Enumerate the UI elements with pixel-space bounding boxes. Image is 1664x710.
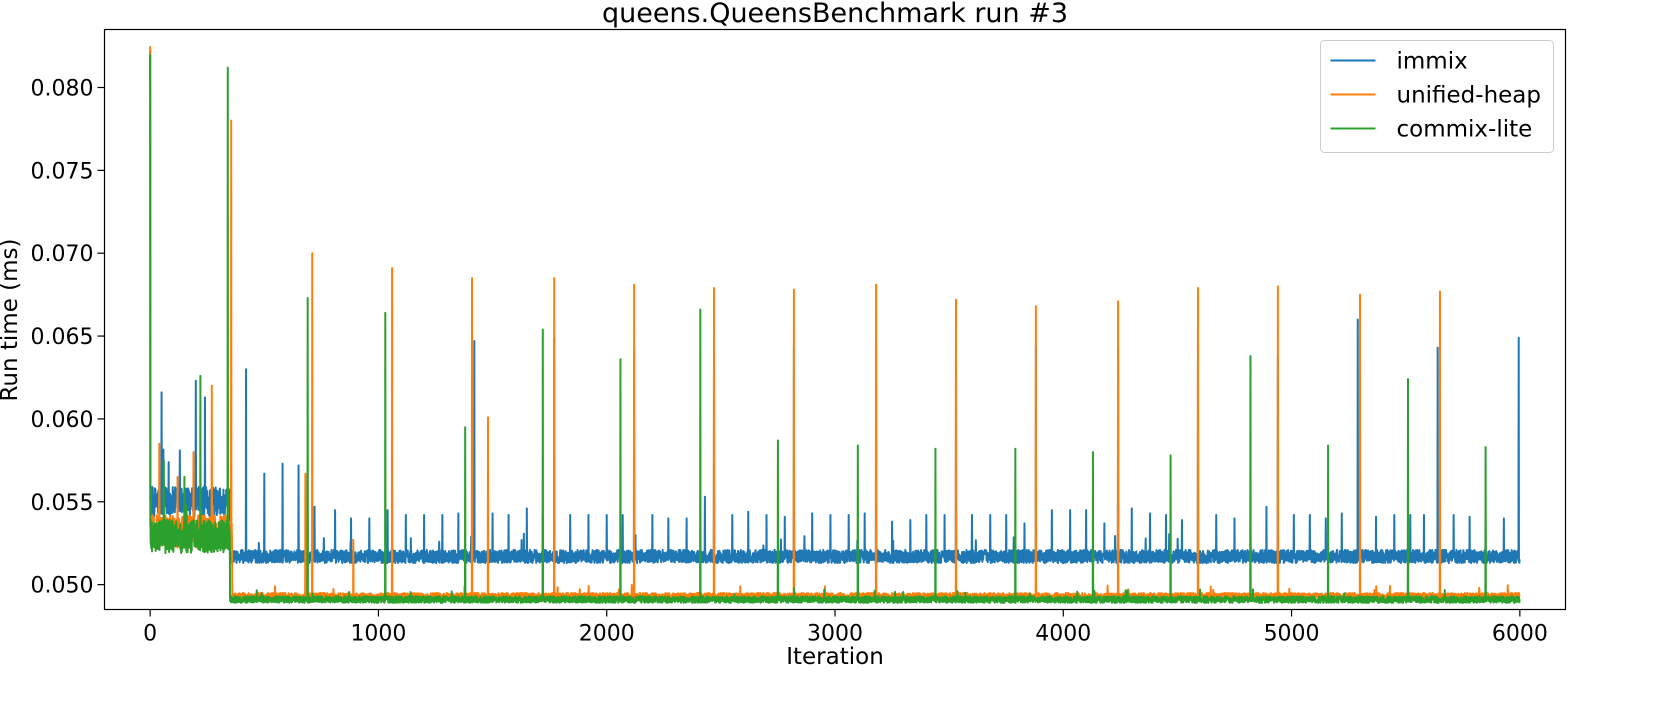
x-tick-label: 6000 bbox=[1492, 622, 1548, 647]
x-tick-label: 1000 bbox=[350, 622, 406, 647]
y-axis-label: Run time (ms) bbox=[0, 238, 23, 401]
y-tick-label: 0.080 bbox=[31, 77, 94, 102]
y-tick-label: 0.065 bbox=[31, 325, 94, 350]
series-line-immix bbox=[149, 51, 1521, 565]
legend-frame bbox=[1320, 40, 1554, 153]
x-tick-label: 5000 bbox=[1264, 622, 1320, 647]
x-tick-label: 4000 bbox=[1035, 622, 1091, 647]
x-axis-label: Iteration bbox=[786, 644, 884, 670]
x-tick-label: 2000 bbox=[579, 622, 635, 647]
x-tick-label: 3000 bbox=[807, 622, 863, 647]
legend[interactable]: immix unified-heap commix-lite bbox=[1320, 40, 1554, 153]
series-line-commix-lite bbox=[149, 54, 1521, 604]
series-line-unified-heap bbox=[149, 46, 1521, 601]
plot-series bbox=[149, 46, 1521, 604]
legend-label: immix bbox=[1397, 49, 1468, 75]
legend-label: unified-heap bbox=[1397, 83, 1542, 109]
y-tick-label: 0.050 bbox=[31, 574, 94, 599]
y-tick-label: 0.075 bbox=[31, 159, 94, 184]
y-tick-label: 0.070 bbox=[31, 242, 94, 267]
y-tick-label: 0.060 bbox=[31, 408, 94, 433]
y-axis: 0.050 0.055 0.060 0.065 0.070 0.075 0.080 bbox=[31, 77, 105, 599]
legend-label: commix-lite bbox=[1397, 117, 1533, 143]
chart-title: queens.QueensBenchmark run #3 bbox=[602, 0, 1068, 29]
x-axis: 0 1000 2000 3000 4000 5000 6000 bbox=[143, 609, 1548, 647]
x-tick-label: 0 bbox=[143, 622, 157, 647]
y-tick-label: 0.055 bbox=[31, 491, 94, 516]
